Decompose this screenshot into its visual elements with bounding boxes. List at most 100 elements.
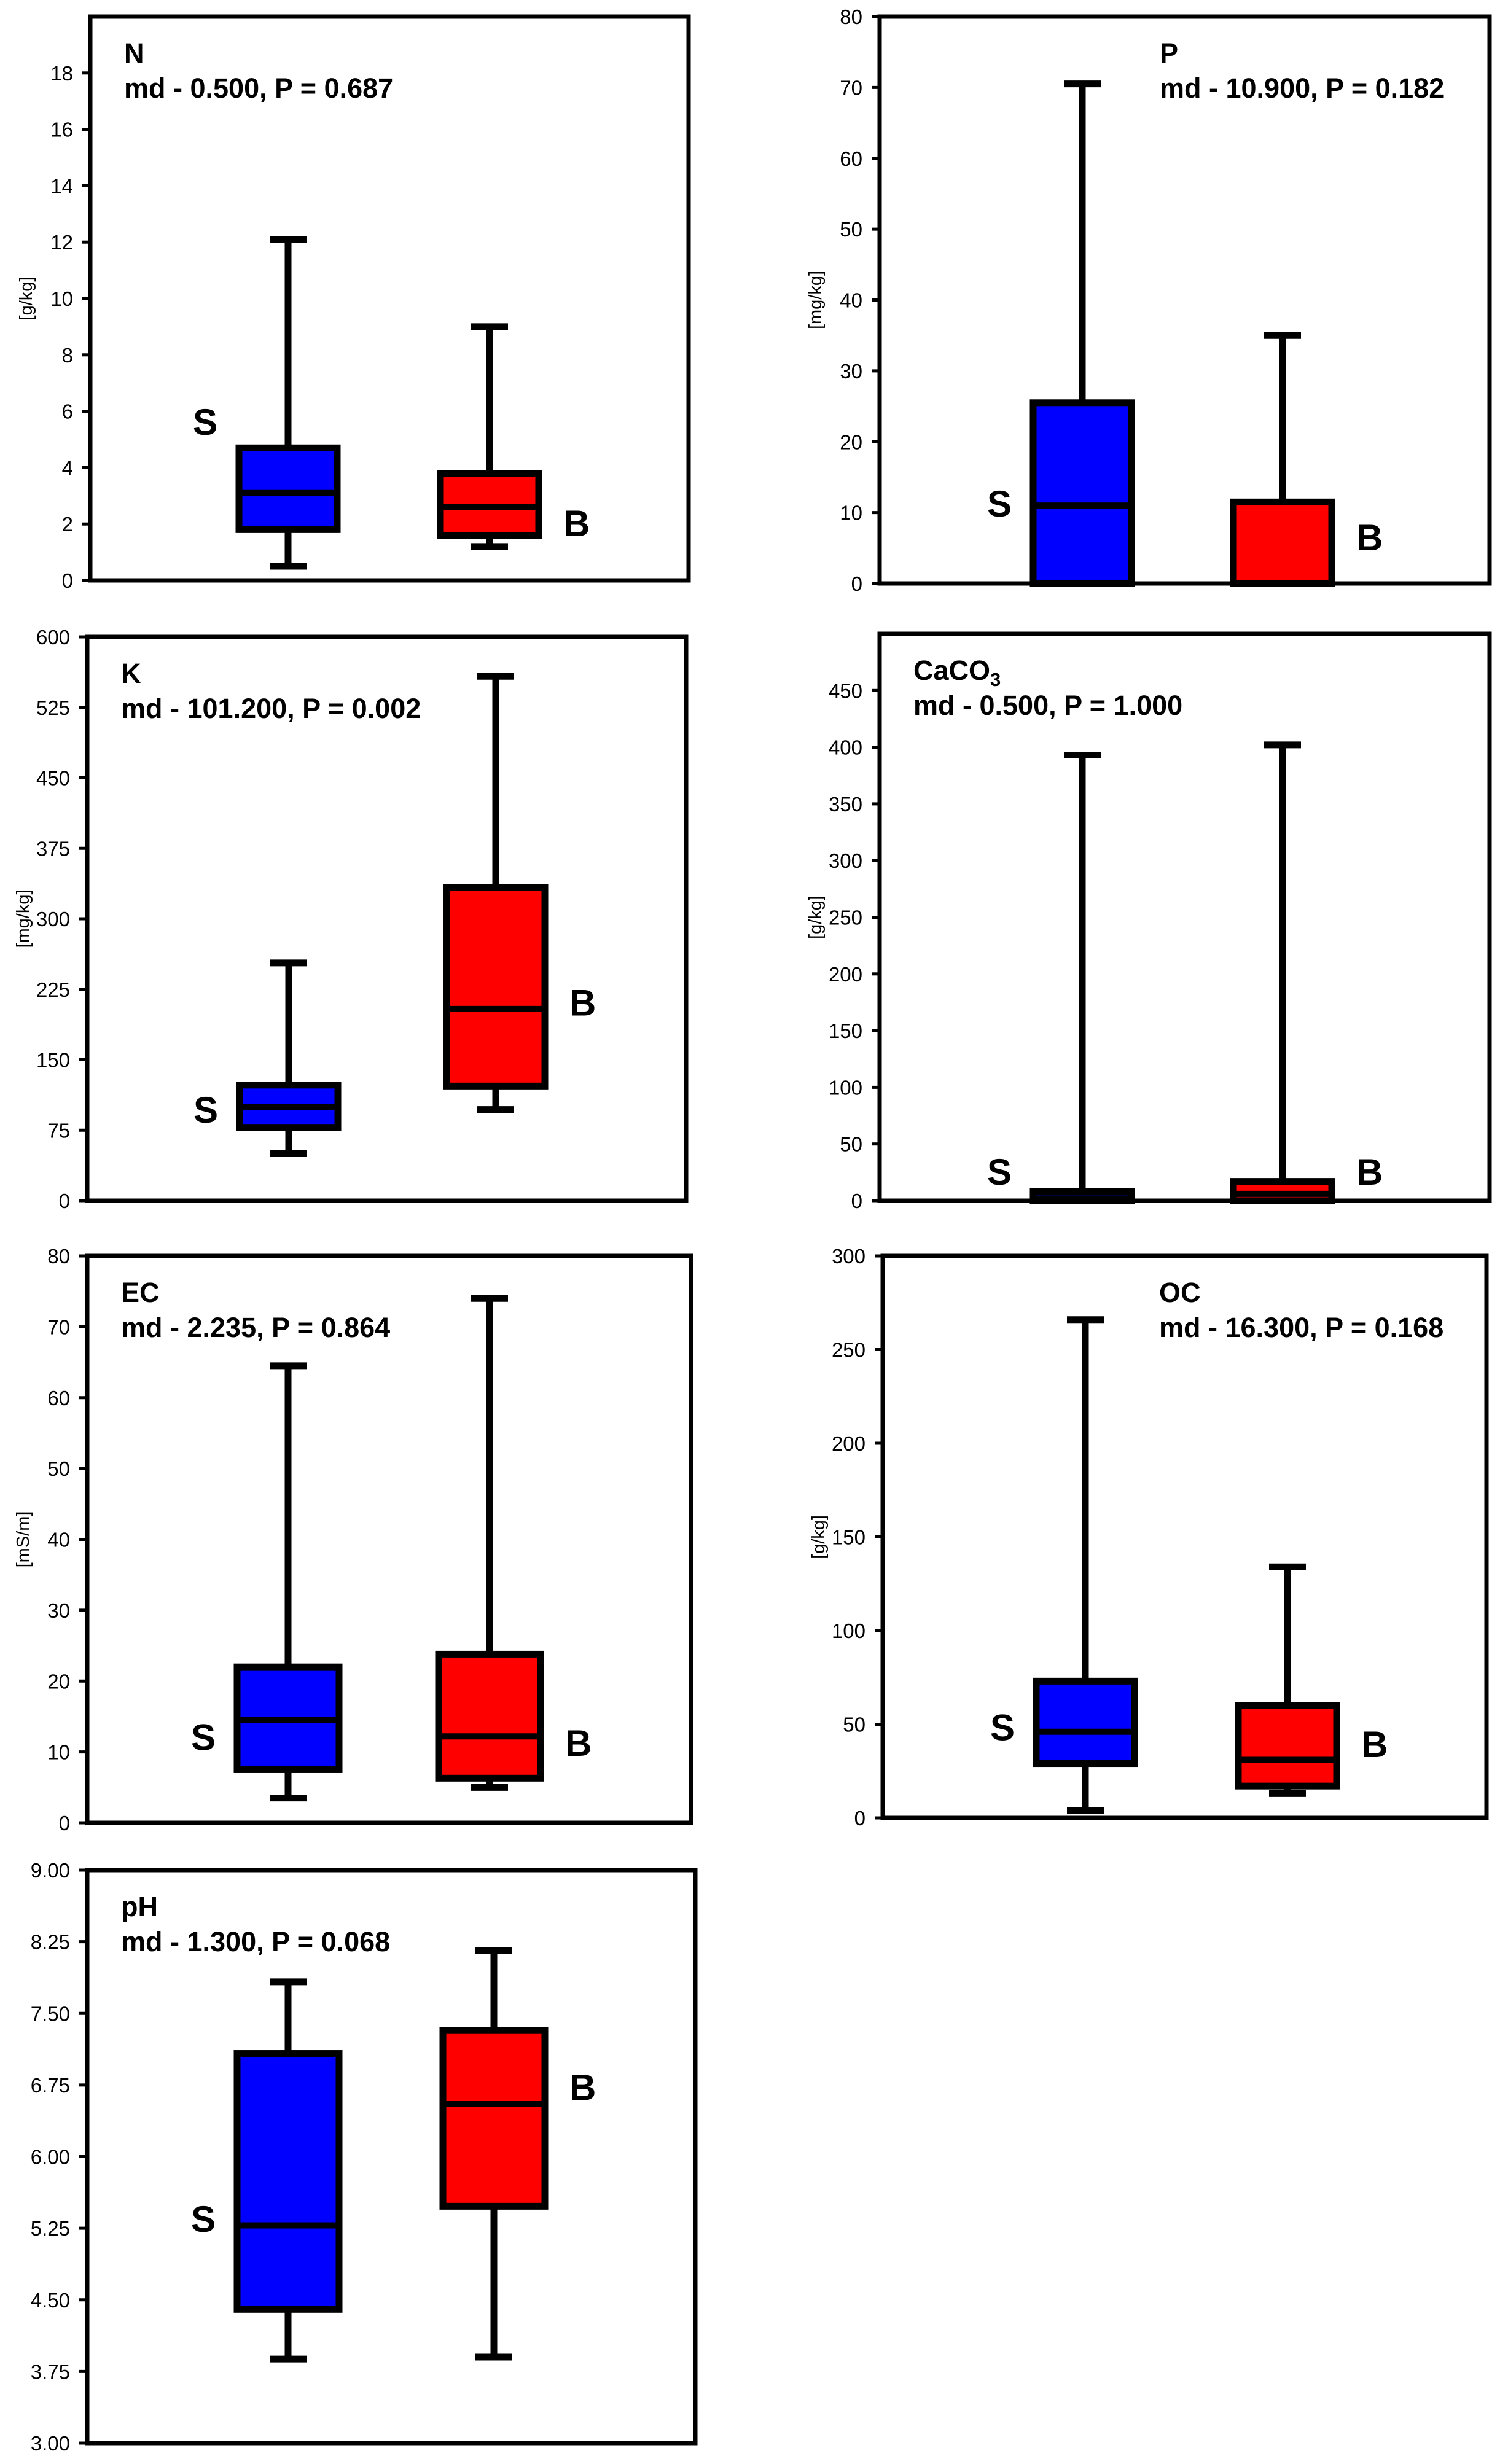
y-tick-label: 300: [829, 849, 862, 872]
y-tick-label: 18: [50, 62, 73, 85]
y-tick-label: 300: [832, 1245, 865, 1268]
y-tick-label: 525: [36, 696, 70, 719]
y-axis-label: [mS/m]: [14, 1511, 33, 1568]
panel-title: EC: [121, 1277, 160, 1308]
y-tick-label: 10: [840, 502, 862, 524]
series-label-s: S: [193, 402, 217, 443]
series-label-s: S: [193, 1090, 218, 1131]
panel-ec: 0 10 20 30 40 50 60 70 80 [mS/m] EC md - 2.235, P =…: [14, 1245, 693, 1834]
series-label-s: S: [191, 1717, 216, 1758]
box-body: [1230, 498, 1335, 587]
y-axis-label: [g/kg]: [809, 1515, 829, 1559]
y-tick-label: 70: [47, 1316, 70, 1338]
y-tick-label: 250: [829, 906, 862, 929]
y-tick-label: 6.75: [31, 2074, 70, 2097]
panel-title: CaCO3: [913, 655, 1001, 690]
y-tick-label: 8: [62, 344, 73, 367]
series-label-s: S: [987, 483, 1012, 524]
series-label-b: B: [569, 983, 596, 1024]
box-s: S: [987, 752, 1135, 1204]
panel-stats: md - 16.300, P = 0.168: [1159, 1312, 1444, 1343]
y-tick-label: 100: [832, 1620, 865, 1642]
y-tick-label: 14: [50, 174, 73, 197]
panel-title: K: [121, 658, 141, 689]
y-tick-label: 9.00: [31, 1859, 70, 1882]
y-tick-label: 350: [829, 793, 862, 816]
y-tick-label: 450: [36, 767, 70, 790]
y-axis-label: [g/kg]: [806, 895, 826, 939]
y-tick-label: 0: [851, 572, 862, 595]
y-tick-label: 8.25: [31, 1931, 70, 1954]
series-label-b: B: [563, 503, 590, 544]
y-tick-label: 50: [840, 1133, 862, 1156]
y-tick-label: 200: [829, 963, 862, 986]
series-label-s: S: [990, 1707, 1015, 1749]
panel-stats: md - 0.500, P = 0.687: [124, 72, 393, 104]
panel-title: N: [124, 37, 144, 69]
y-tick-label: 150: [832, 1526, 865, 1549]
y-tick-label: 300: [36, 908, 70, 930]
y-tick-label: 70: [840, 76, 862, 99]
box-body: [439, 2027, 549, 2210]
y-tick-label: 225: [36, 978, 70, 1001]
panel-title: pH: [121, 1891, 158, 1922]
panel-k: 0 75 150 225 300 375 450 525 600 [mg/kg] Kmd - 101…: [14, 626, 689, 1212]
y-tick-label: 0: [851, 1190, 862, 1212]
box-b: B: [443, 673, 596, 1113]
y-tick-label: 16: [50, 119, 73, 141]
y-tick-label: 4.50: [31, 2289, 70, 2312]
y-tick-label: 40: [840, 289, 862, 312]
panel-p: 0 10 20 30 40 50 60 70 80 [mg/kg] Pmd - 10.900, P …: [806, 6, 1492, 595]
series-label-b: B: [1356, 517, 1383, 558]
y-tick-label: 75: [47, 1119, 70, 1142]
y-tick-label: 450: [829, 679, 862, 702]
panel-stats: md - 2.235, P = 0.864: [121, 1312, 390, 1343]
y-tick-label: 150: [829, 1020, 862, 1042]
y-tick-label: 20: [47, 1670, 70, 1693]
box-s: S: [990, 1316, 1138, 1814]
y-tick-label: 7.50: [31, 2002, 70, 2025]
box-body: [1029, 399, 1135, 587]
box-body: [235, 444, 341, 533]
box-b: B: [1235, 1563, 1388, 1797]
series-label-b: B: [1356, 1152, 1383, 1193]
y-tick-label: 6.00: [31, 2146, 70, 2169]
box-s: S: [193, 959, 342, 1157]
panel-title: OC: [1159, 1277, 1201, 1308]
y-tick-label: 60: [840, 147, 862, 170]
y-tick-label: 12: [50, 231, 73, 254]
y-tick-label: 10: [50, 287, 73, 310]
y-tick-label: 150: [36, 1049, 70, 1072]
box-b: B: [435, 1295, 592, 1791]
y-tick-label: 0: [854, 1807, 865, 1830]
y-axis-label: [g/kg]: [17, 277, 36, 321]
y-tick-label: 200: [832, 1432, 865, 1455]
panel-ph: 3.00 3.75 4.50 5.25 6.00 6.75 7.50 8.25 9.00 pH md…: [31, 1859, 698, 2455]
box-s: S: [193, 236, 341, 570]
y-tick-label: 4: [62, 456, 73, 479]
y-tick-label: 6: [62, 400, 73, 423]
box-s: S: [191, 1978, 343, 2363]
box-b: B: [437, 323, 590, 550]
y-tick-label: 250: [832, 1339, 865, 1362]
box-s: S: [987, 80, 1135, 587]
y-tick-label: 2: [62, 513, 73, 536]
y-tick-label: 100: [829, 1076, 862, 1099]
y-tick-label: 0: [62, 569, 73, 592]
y-tick-label: 10: [47, 1741, 70, 1764]
y-tick-label: 5.25: [31, 2217, 70, 2240]
y-tick-label: 50: [47, 1457, 70, 1480]
panel-caco3: 0 50 100 150 200 250 300 350 400 450 [g/kg] CaCO3md…: [806, 631, 1492, 1212]
y-tick-label: 400: [829, 736, 862, 759]
box-body: [1033, 1677, 1138, 1768]
y-tick-label: 0: [59, 1190, 70, 1212]
y-tick-label: 30: [840, 360, 862, 383]
y-tick-label: 600: [36, 626, 70, 649]
y-tick-label: 50: [840, 218, 862, 241]
box-b: B: [439, 1947, 596, 2361]
y-tick-label: 3.00: [31, 2432, 70, 2455]
y-axis-label: [mg/kg]: [14, 889, 33, 948]
panel-stats: md - 101.200, P = 0.002: [121, 693, 421, 724]
panel-stats: md - 0.500, P = 1.000: [913, 690, 1182, 721]
